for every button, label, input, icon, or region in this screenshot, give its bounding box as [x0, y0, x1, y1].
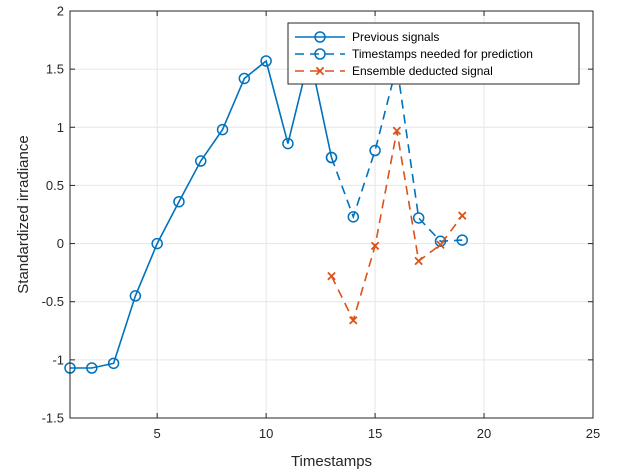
data-point — [129, 290, 142, 302]
legend-marker — [315, 66, 325, 76]
data-point — [195, 155, 207, 167]
data-point — [238, 72, 251, 85]
ticks: 5 10 15 20 25 -1.5 -1 -0.5 0 0.5 1 1.5 2 — [42, 4, 601, 442]
x-tick-label: 25 — [586, 426, 600, 441]
data-point — [86, 362, 98, 374]
y-tick-label: -0.5 — [42, 294, 64, 309]
series-2 — [325, 59, 468, 247]
series-3 — [327, 126, 467, 325]
data-point — [347, 211, 360, 223]
legend-item-timestamps-needed: Timestamps needed for prediction — [295, 47, 533, 61]
plot-area-frame — [69, 10, 594, 419]
legend-label: Timestamps needed for prediction — [352, 47, 533, 61]
data-point — [173, 195, 185, 208]
data-point — [107, 357, 120, 370]
y-tick-label: -1.5 — [42, 411, 64, 426]
y-tick-label: 1.5 — [46, 62, 64, 77]
legend-item-ensemble-signal: Ensemble deducted signal — [295, 64, 493, 78]
data-point — [412, 212, 425, 224]
data-point — [349, 316, 358, 325]
data-point — [434, 235, 447, 247]
legend-label: Previous signals — [352, 30, 439, 44]
y-axis-title: Standardized irradiance — [15, 135, 32, 293]
data-point — [369, 144, 381, 157]
data-point — [458, 211, 467, 220]
y-tick-label: 0.5 — [46, 178, 64, 193]
data-point — [260, 55, 272, 67]
series-line — [70, 54, 333, 369]
legend-marker — [314, 48, 326, 60]
series-1 — [64, 49, 338, 374]
data-point — [151, 237, 163, 250]
x-tick-label: 10 — [259, 426, 273, 441]
legend-item-previous-signals: Previous signals — [295, 30, 439, 44]
series-layer — [64, 49, 468, 374]
data-point — [370, 241, 380, 251]
x-tick-label: 20 — [477, 426, 491, 441]
series-line — [330, 130, 463, 323]
y-tick-label: -1 — [52, 352, 64, 367]
legend-marker — [314, 31, 326, 43]
legend-box — [287, 22, 580, 85]
data-point — [327, 271, 336, 281]
y-tick-label: 2 — [57, 4, 64, 19]
data-point — [216, 123, 229, 136]
legend: Previous signals Timestamps needed for p… — [287, 22, 580, 85]
data-point — [414, 256, 423, 266]
series-line — [330, 65, 463, 243]
x-tick-label: 15 — [368, 426, 382, 441]
data-point — [456, 234, 468, 246]
data-point — [392, 126, 402, 136]
x-tick-label: 5 — [154, 426, 161, 441]
x-axis-title: Timestamps — [291, 453, 372, 470]
data-point — [282, 137, 294, 150]
data-point — [436, 240, 445, 249]
y-tick-label: 0 — [57, 236, 64, 251]
legend-label: Ensemble deducted signal — [352, 64, 493, 78]
data-point — [325, 151, 338, 164]
y-tick-label: 1 — [57, 120, 64, 135]
